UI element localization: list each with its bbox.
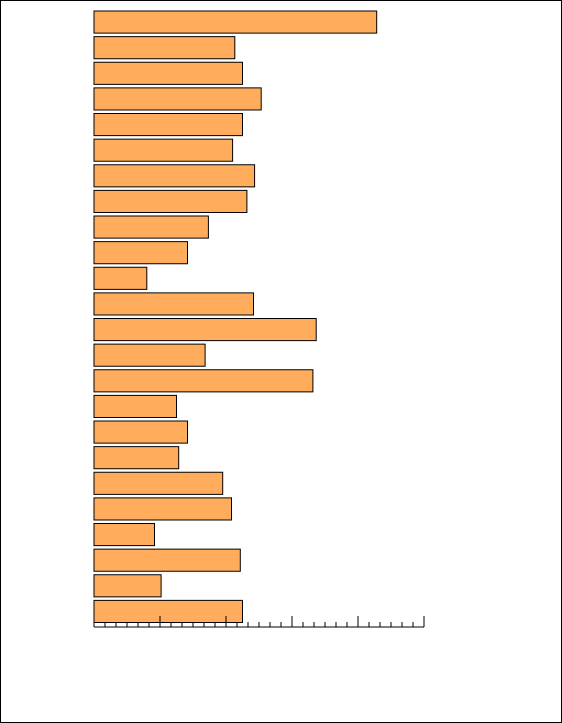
bar bbox=[93, 523, 155, 547]
bar bbox=[93, 497, 232, 521]
bar bbox=[93, 548, 241, 572]
bar bbox=[93, 113, 243, 137]
bar bbox=[93, 164, 256, 188]
bar bbox=[93, 241, 188, 265]
bar bbox=[93, 266, 148, 290]
bar bbox=[93, 471, 224, 495]
bar bbox=[93, 87, 262, 111]
bar bbox=[93, 446, 180, 470]
bar bbox=[93, 215, 209, 239]
bar bbox=[93, 343, 206, 367]
bar bbox=[93, 599, 243, 623]
bar bbox=[93, 10, 378, 34]
bar bbox=[93, 318, 317, 342]
bar bbox=[93, 36, 236, 60]
bar bbox=[93, 292, 254, 316]
bar bbox=[93, 574, 162, 598]
bar bbox=[93, 394, 177, 418]
bar bbox=[93, 189, 248, 213]
bar bbox=[93, 61, 243, 85]
bar bbox=[93, 138, 234, 162]
bar bbox=[93, 420, 188, 444]
bar bbox=[93, 369, 314, 393]
